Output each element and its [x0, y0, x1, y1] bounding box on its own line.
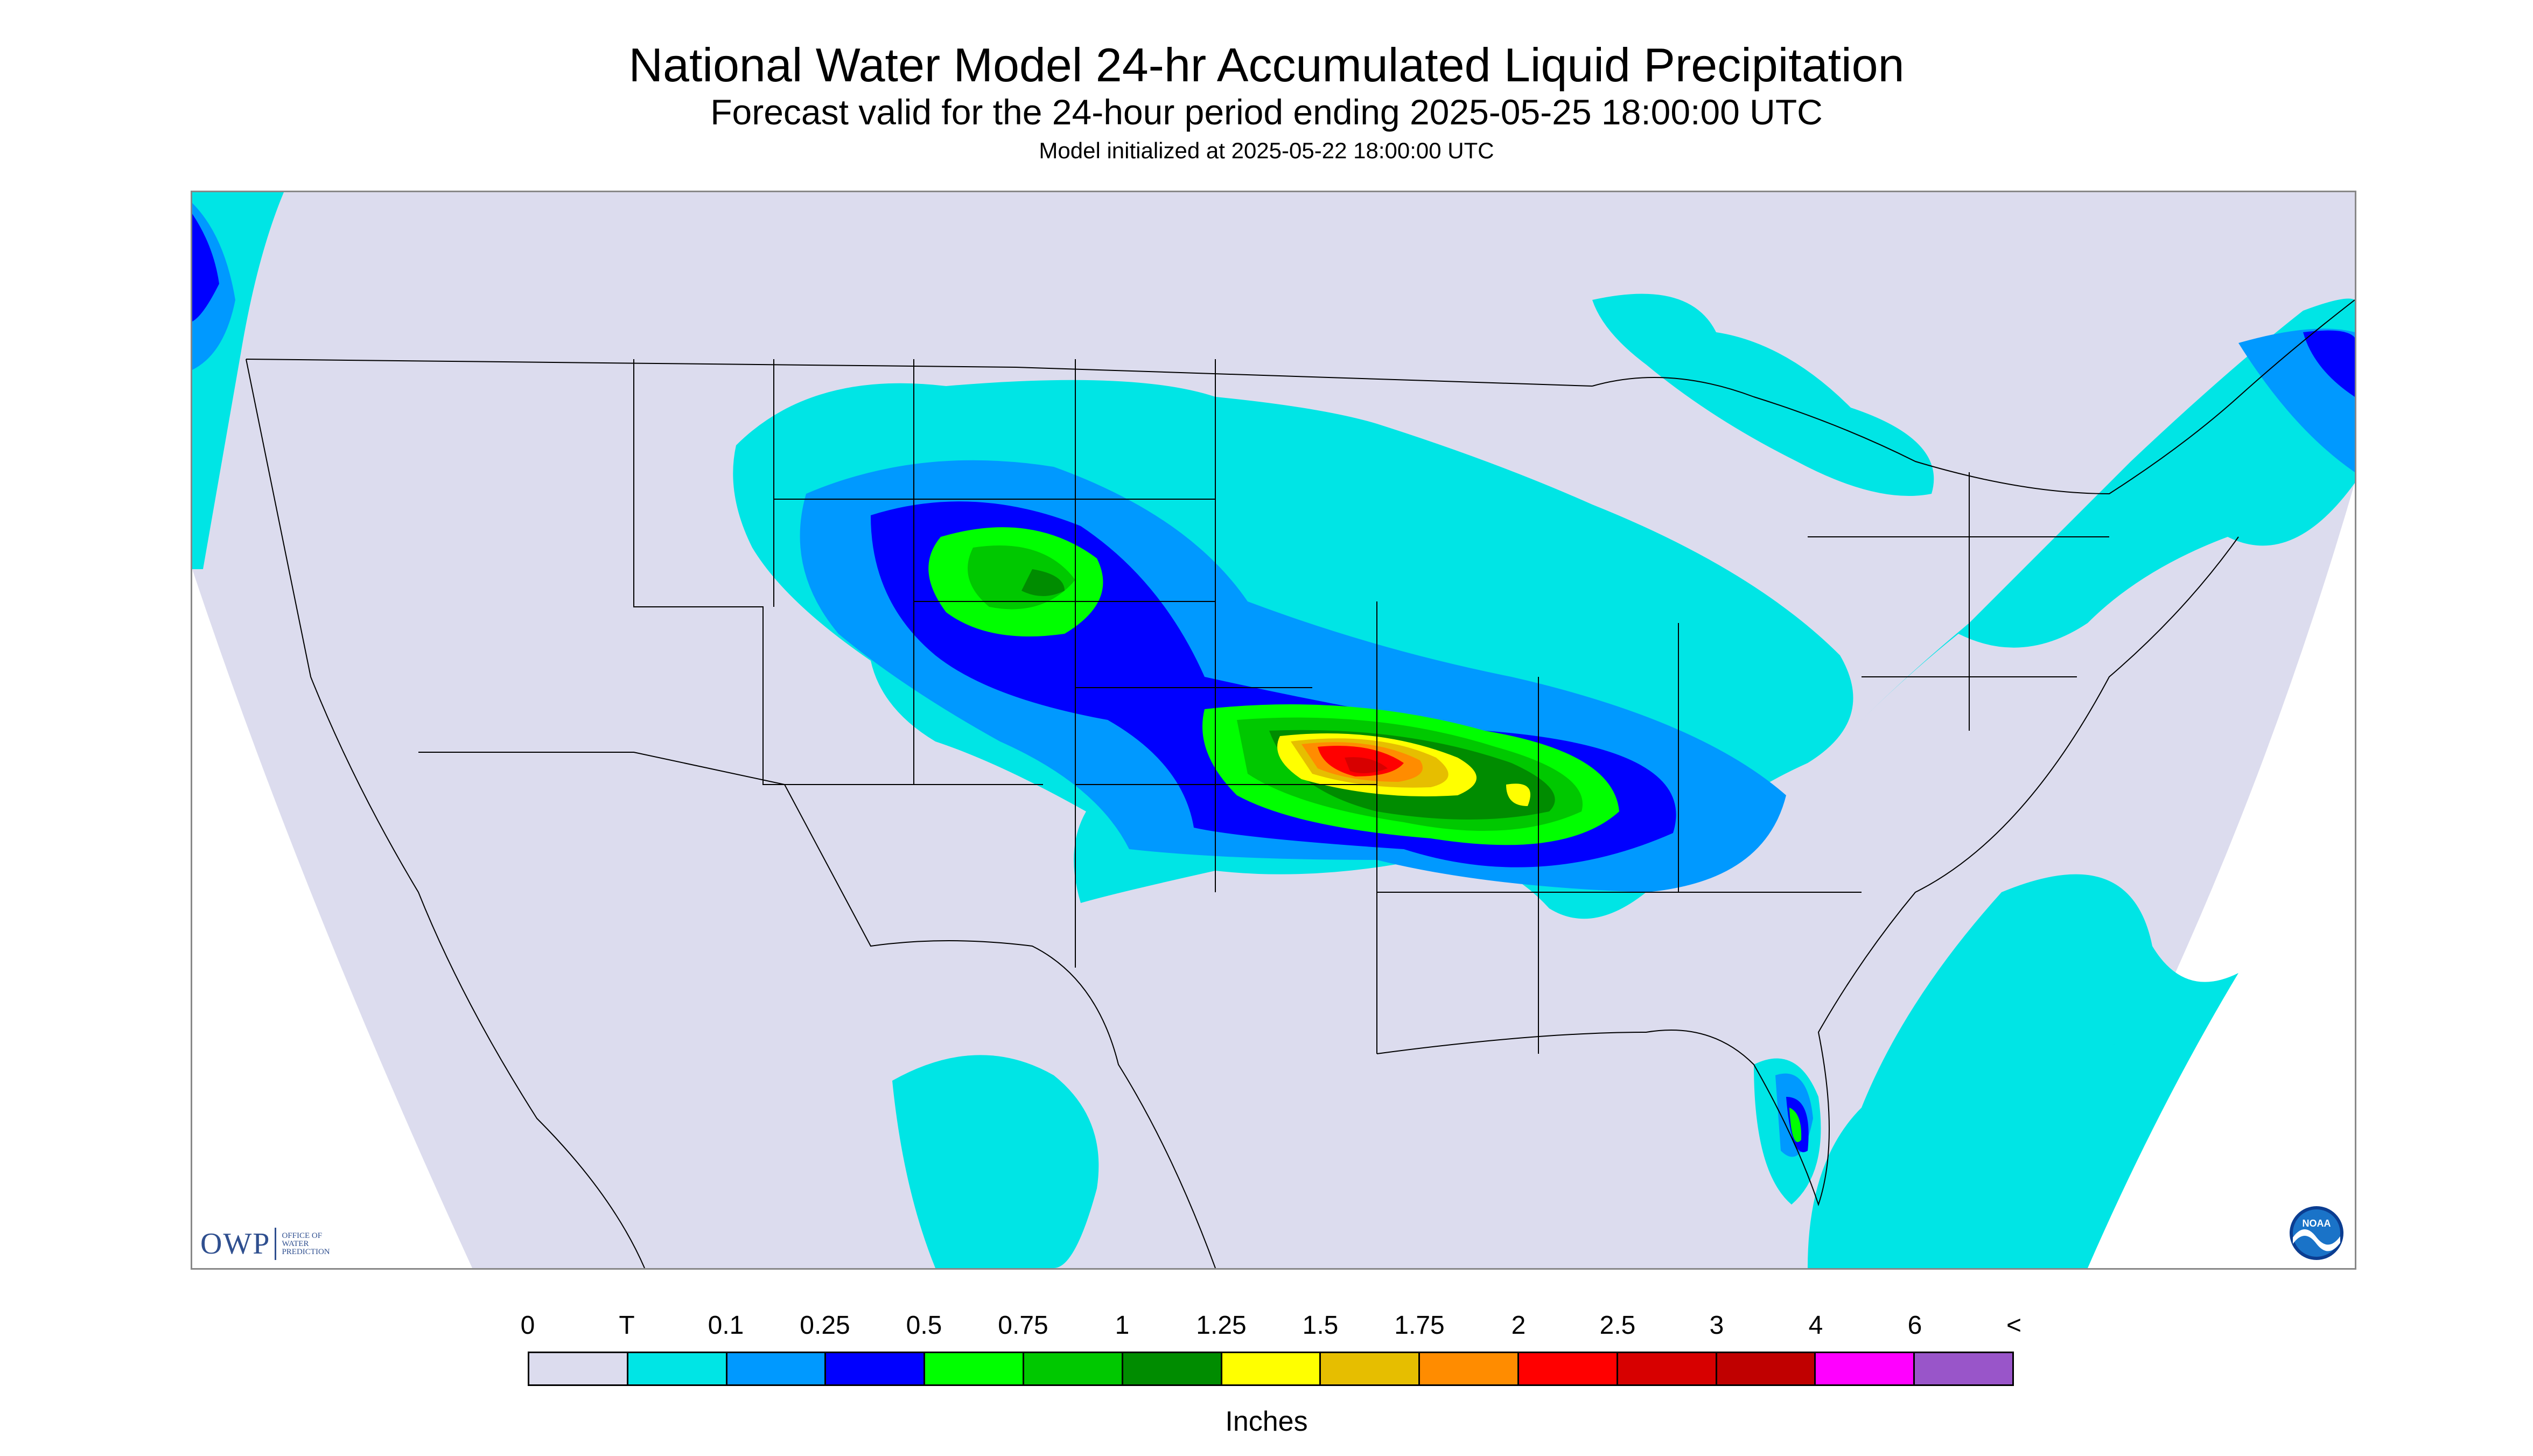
canada-border: [246, 359, 1593, 387]
precip-northeast: [1851, 298, 2355, 731]
color-legend: 0 T 0.1 0.25 0.5 0.75 1 1.25 1.5 1.75 2 2.5 3 4 6 < Inc…: [0, 1292, 2533, 1454]
legend-tick-label: 6: [1907, 1311, 1922, 1340]
precip-ontario: [1592, 293, 1934, 496]
legend-swatch: [1519, 1353, 1618, 1384]
west-coast: [246, 359, 645, 1268]
owp-logo: OWP OFFICE OF WATER PREDICTION: [200, 1221, 341, 1266]
precip-atlantic: [1808, 874, 2238, 1268]
legend-color-bar: [528, 1352, 2014, 1386]
northeast-lines: [1808, 472, 2109, 731]
legend-tick-label: 4: [1808, 1311, 1823, 1340]
model-init-line: Model initialized at 2025-05-22 18:00:00…: [1039, 138, 1494, 163]
legend-tick-label: 1.5: [1302, 1311, 1339, 1340]
precip-mexico: [892, 1055, 1099, 1268]
legend-tick-label: T: [619, 1311, 635, 1340]
forecast-valid-subtitle: Forecast valid for the 24-hour period en…: [710, 92, 1823, 132]
plains-verticals: [773, 359, 1076, 968]
legend-tick-label: 3: [1709, 1311, 1724, 1340]
legend-tick-label: 2: [1511, 1311, 1526, 1340]
precipitation-map: [191, 191, 2356, 1270]
precip-1-north: [1021, 569, 1065, 596]
plains-horizontals: [774, 499, 1377, 785]
precip-025-maine: [2303, 330, 2355, 397]
legend-swatch: [925, 1353, 1024, 1384]
legend-swatch: [1915, 1353, 2012, 1384]
noaa-logo-text: NOAA: [2303, 1218, 2331, 1229]
precip-025-pacific: [192, 214, 219, 321]
legend-tick-label: 1: [1115, 1311, 1130, 1340]
legend-tick-label: 1.25: [1196, 1311, 1247, 1340]
owp-logo-letters: OWP: [200, 1227, 271, 1261]
legend-tick-label: 0.1: [708, 1311, 744, 1340]
legend-tick-label: 0.5: [906, 1311, 942, 1340]
precip-bahamas: [2055, 1003, 2152, 1045]
legend-swatch: [529, 1353, 628, 1384]
legend-tick-label: <: [2006, 1311, 2022, 1340]
map-canvas: [192, 192, 2355, 1268]
precip-05-florida: [1789, 1108, 1802, 1142]
legend-units-label: Inches: [1225, 1406, 1308, 1437]
chart-title: National Water Model 24-hr Accumulated L…: [628, 38, 1905, 92]
legend-swatch: [1717, 1353, 1816, 1384]
legend-tick-label: 0: [520, 1311, 535, 1340]
legend-swatch: [1618, 1353, 1717, 1384]
gulf-atlantic-coast: [1376, 536, 2239, 1207]
legend-swatch: [826, 1353, 926, 1384]
midwest-verticals: [1215, 359, 1377, 1054]
noaa-logo: NOAA: [2290, 1206, 2343, 1260]
legend-tick-label: 2.5: [1599, 1311, 1636, 1340]
precip-125-small: [1506, 783, 1530, 806]
legend-swatch: [1321, 1353, 1421, 1384]
owp-logo-subtext: OFFICE OF WATER PREDICTION: [282, 1231, 330, 1256]
legend-swatch: [1123, 1353, 1222, 1384]
boundary-lines: [246, 299, 2355, 1268]
legend-swatch: [1816, 1353, 1915, 1384]
southeast-lines: [1377, 623, 1862, 1054]
mexico-border: [418, 752, 1216, 1268]
legend-tick-label: 1.75: [1394, 1311, 1445, 1340]
legend-swatch: [1222, 1353, 1321, 1384]
legend-tick-label: 0.75: [998, 1311, 1048, 1340]
legend-swatch: [1024, 1353, 1123, 1384]
owp-logo-divider: [275, 1228, 277, 1260]
great-lakes-border: [1592, 299, 2355, 495]
legend-swatch: [727, 1353, 827, 1384]
legend-swatch: [1420, 1353, 1519, 1384]
legend-swatch: [628, 1353, 727, 1384]
legend-tick-label: 0.25: [800, 1311, 850, 1340]
west-states: [633, 359, 1043, 785]
